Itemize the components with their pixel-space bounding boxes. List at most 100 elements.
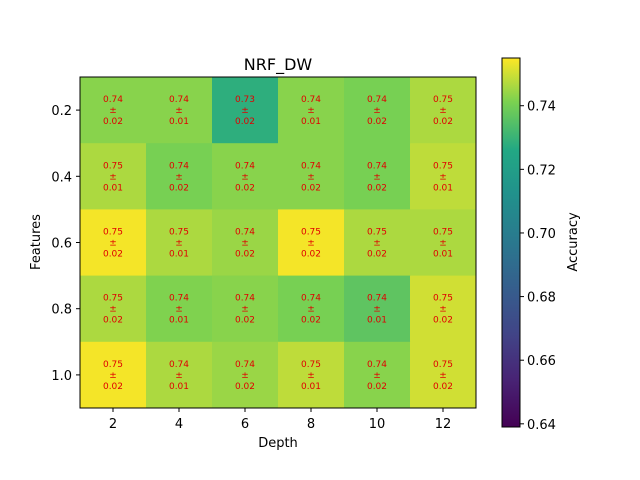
cell-std-label: 0.01	[169, 117, 189, 127]
heatmap-cell	[212, 77, 279, 144]
cell-mean-label: 0.74	[169, 294, 189, 304]
heatmap-cell	[344, 209, 411, 277]
cell-mean-label: 0.74	[235, 294, 255, 304]
cell-mean-label: 0.75	[169, 228, 189, 238]
cell-std-label: 0.02	[433, 117, 453, 127]
cell-mean-label: 0.74	[169, 161, 189, 171]
cell-pm-label: ±	[241, 106, 249, 116]
cell-mean-label: 0.74	[301, 294, 321, 304]
cell-std-label: 0.02	[301, 183, 321, 193]
colorbar	[501, 57, 521, 428]
cell-mean-label: 0.75	[367, 228, 387, 238]
cell-std-label: 0.02	[367, 117, 387, 127]
cell-mean-label: 0.75	[433, 360, 453, 370]
x-axis-label: Depth	[258, 436, 298, 451]
cell-pm-label: ±	[241, 371, 249, 381]
heatmap-cell	[80, 209, 147, 277]
cell-pm-label: ±	[307, 371, 315, 381]
cell-std-label: 0.01	[301, 117, 321, 127]
cell-pm-label: ±	[439, 106, 447, 116]
cell-std-label: 0.01	[367, 316, 387, 326]
cell-std-label: 0.01	[169, 250, 189, 260]
cell-pm-label: ±	[109, 239, 117, 249]
cell-mean-label: 0.74	[367, 161, 387, 171]
heatmap-cell	[212, 143, 279, 210]
cell-mean-label: 0.75	[433, 228, 453, 238]
y-tick-label: 0.6	[51, 237, 72, 252]
cell-pm-label: ±	[109, 371, 117, 381]
cell-std-label: 0.02	[301, 250, 321, 260]
cell-mean-label: 0.74	[367, 95, 387, 105]
colorbar-tick-label: 0.72	[527, 163, 556, 178]
cell-std-label: 0.02	[235, 382, 255, 392]
heatmap-cell	[146, 341, 213, 409]
colorbar-tick-label: 0.70	[527, 227, 556, 242]
y-tick-label: 0.2	[51, 104, 72, 119]
y-tick-label: 1.0	[51, 369, 72, 384]
heatmap-cell	[80, 143, 147, 210]
cell-mean-label: 0.75	[103, 161, 123, 171]
cell-std-label: 0.02	[103, 250, 123, 260]
y-axis-label: Features	[29, 214, 44, 270]
cell-pm-label: ±	[373, 239, 381, 249]
cell-std-label: 0.02	[103, 382, 123, 392]
cell-mean-label: 0.74	[235, 228, 255, 238]
cell-mean-label: 0.75	[433, 161, 453, 171]
cell-mean-label: 0.74	[235, 360, 255, 370]
cell-mean-label: 0.74	[169, 95, 189, 105]
cell-mean-label: 0.74	[301, 161, 321, 171]
cell-mean-label: 0.74	[301, 95, 321, 105]
heatmap-cell	[410, 209, 477, 277]
heatmap-cell	[410, 143, 477, 210]
cell-mean-label: 0.75	[433, 294, 453, 304]
cell-mean-label: 0.74	[103, 95, 123, 105]
cell-pm-label: ±	[241, 172, 249, 182]
cell-pm-label: ±	[175, 106, 183, 116]
cell-pm-label: ±	[373, 172, 381, 182]
x-tick-label: 2	[109, 417, 117, 432]
chart-title: NRF_DW	[244, 55, 313, 75]
cell-std-label: 0.01	[169, 316, 189, 326]
heatmap-cell	[344, 275, 411, 343]
heatmap-cells: 0.74±0.020.74±0.010.73±0.020.74±0.010.74…	[80, 77, 477, 409]
heatmap-cell	[212, 209, 279, 277]
cell-std-label: 0.02	[169, 183, 189, 193]
cell-pm-label: ±	[175, 371, 183, 381]
x-axis-ticks: 2 4 6 8 10 12	[109, 408, 451, 432]
cell-std-label: 0.02	[367, 183, 387, 193]
cell-std-label: 0.01	[169, 382, 189, 392]
heatmap-cell	[80, 77, 147, 144]
cell-std-label: 0.02	[235, 250, 255, 260]
cell-mean-label: 0.73	[235, 95, 255, 105]
heatmap-cell	[212, 341, 279, 409]
x-tick-label: 8	[307, 417, 315, 432]
x-tick-label: 6	[241, 417, 249, 432]
heatmap-cell	[344, 143, 411, 210]
cell-pm-label: ±	[373, 305, 381, 315]
cell-pm-label: ±	[373, 106, 381, 116]
cell-mean-label: 0.75	[433, 95, 453, 105]
cell-mean-label: 0.75	[103, 294, 123, 304]
heatmap-cell	[410, 341, 477, 409]
cell-mean-label: 0.74	[367, 294, 387, 304]
colorbar-label: Accuracy	[566, 212, 581, 272]
cell-std-label: 0.02	[103, 117, 123, 127]
x-tick-label: 12	[435, 417, 452, 432]
cell-pm-label: ±	[241, 239, 249, 249]
cell-pm-label: ±	[307, 305, 315, 315]
heatmap-cell	[278, 77, 345, 144]
cell-std-label: 0.02	[235, 117, 255, 127]
cell-mean-label: 0.75	[103, 228, 123, 238]
y-tick-label: 0.4	[51, 170, 72, 185]
y-axis-ticks: 0.2 0.4 0.6 0.8 1.0	[51, 104, 80, 384]
cell-std-label: 0.01	[301, 382, 321, 392]
cell-mean-label: 0.74	[169, 360, 189, 370]
x-tick-label: 4	[175, 417, 183, 432]
heatmap-cell	[146, 275, 213, 343]
cell-pm-label: ±	[109, 305, 117, 315]
cell-pm-label: ±	[109, 172, 117, 182]
cell-pm-label: ±	[439, 305, 447, 315]
cell-pm-label: ±	[175, 305, 183, 315]
heatmap-cell	[278, 341, 345, 409]
cell-std-label: 0.02	[301, 316, 321, 326]
